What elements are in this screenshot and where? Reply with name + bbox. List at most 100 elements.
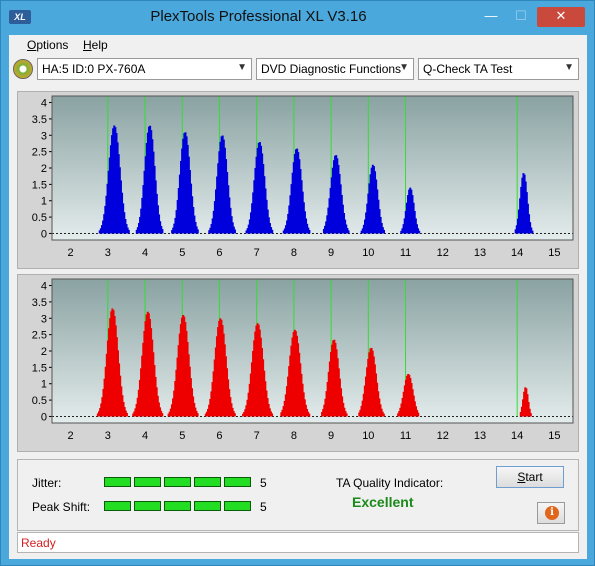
histogram-bar — [210, 223, 213, 234]
histogram-bar — [217, 163, 220, 234]
histogram-bar — [328, 361, 331, 417]
histogram-bar — [117, 154, 120, 234]
x-tick-label: 4 — [142, 430, 148, 442]
histogram-bar — [265, 199, 268, 234]
histogram-bar — [372, 356, 375, 417]
y-tick-label: 0 — [41, 228, 47, 240]
histogram-bar — [361, 400, 364, 417]
histogram-bar — [371, 350, 374, 417]
top-chart-plot-area — [52, 96, 573, 240]
x-tick-label: 8 — [291, 247, 297, 259]
histogram-bar — [156, 395, 159, 417]
histogram-bar — [525, 388, 528, 417]
histogram-bar — [183, 316, 186, 417]
histogram-bar — [118, 167, 121, 234]
histogram-bar — [120, 386, 123, 417]
start-button[interactable]: Start — [496, 466, 564, 488]
maximize-button[interactable]: ☐ — [515, 8, 527, 23]
x-tick-label: 11 — [400, 247, 411, 259]
histogram-bar — [181, 148, 184, 234]
close-button[interactable]: ✕ — [537, 7, 585, 27]
histogram-bar — [119, 180, 122, 234]
histogram-bar — [331, 344, 334, 417]
histogram-bar — [172, 398, 175, 417]
histogram-bar — [225, 159, 228, 234]
x-tick-label: 14 — [511, 430, 523, 442]
histogram-bar — [295, 335, 298, 417]
histogram-bar — [106, 340, 109, 417]
histogram-bar — [401, 228, 404, 234]
info-button[interactable]: i — [537, 502, 565, 524]
histogram-bar — [208, 230, 211, 234]
histogram-bar — [270, 227, 273, 234]
x-tick-label: 3 — [105, 247, 111, 259]
histogram-bar — [369, 174, 372, 234]
x-tick-label: 2 — [68, 247, 74, 259]
histogram-bar — [400, 230, 403, 234]
histogram-bar — [290, 184, 293, 234]
histogram-bar — [182, 138, 185, 234]
histogram-bar — [112, 310, 115, 417]
histogram-bar — [226, 368, 229, 417]
histogram-bar — [218, 320, 221, 417]
histogram-bar — [301, 191, 304, 234]
histogram-bar — [526, 203, 529, 234]
histogram-bar — [192, 207, 195, 234]
histogram-bar — [303, 211, 306, 234]
x-tick-label: 9 — [328, 247, 334, 259]
histogram-bar — [124, 410, 127, 417]
function-select[interactable]: DVD Diagnostic Functions ▼ — [256, 58, 414, 80]
minimize-button[interactable]: — — [484, 8, 498, 23]
histogram-bar — [212, 371, 215, 417]
histogram-bar — [227, 379, 230, 417]
histogram-bar — [121, 395, 124, 417]
drive-select[interactable]: HA:5 ID:0 PX-760A ▼ — [37, 58, 252, 80]
histogram-bar — [211, 218, 214, 234]
histogram-bar — [223, 147, 226, 234]
histogram-bar — [367, 358, 370, 417]
histogram-bar — [258, 142, 261, 234]
y-tick-label: 3.5 — [32, 114, 47, 126]
histogram-bar — [341, 396, 344, 417]
title-bar[interactable]: XL PlexTools Professional XL V3.16 — ☐ ✕ — [1, 1, 594, 31]
histogram-bar — [191, 388, 194, 417]
histogram-bar — [291, 172, 294, 234]
histogram-bar — [185, 136, 188, 234]
histogram-bar — [219, 141, 222, 234]
histogram-bar — [362, 224, 365, 234]
histogram-bar — [135, 229, 138, 234]
histogram-bar — [258, 329, 261, 417]
x-tick-label: 11 — [400, 430, 411, 442]
histogram-bar — [175, 369, 178, 417]
histogram-bar — [229, 207, 232, 234]
histogram-bar — [222, 139, 225, 234]
histogram-bar — [146, 132, 149, 234]
histogram-bar — [382, 229, 385, 234]
test-select[interactable]: Q-Check TA Test ▼ — [418, 58, 579, 80]
histogram-bar — [303, 399, 306, 417]
histogram-bar — [257, 324, 260, 417]
histogram-bar — [229, 397, 232, 417]
menu-options[interactable]: Options — [27, 38, 68, 52]
histogram-bar — [365, 212, 368, 234]
menu-help[interactable]: Help — [83, 38, 108, 52]
histogram-bar — [417, 228, 420, 234]
x-tick-label: 9 — [328, 430, 334, 442]
histogram-bar — [109, 318, 112, 417]
jitter-meter-segment — [104, 477, 131, 487]
histogram-bar — [332, 160, 335, 234]
histogram-bar — [514, 229, 517, 234]
histogram-bar — [413, 401, 416, 417]
histogram-bar — [379, 216, 382, 234]
histogram-bar — [186, 341, 189, 417]
histogram-bar — [325, 391, 328, 417]
histogram-bar — [327, 371, 330, 417]
y-tick-label: 2.5 — [32, 147, 47, 159]
histogram-bar — [522, 399, 525, 417]
histogram-bar — [414, 218, 417, 234]
histogram-bar — [255, 325, 258, 417]
x-tick-label: 7 — [254, 247, 260, 259]
menu-bar: Options Help — [9, 35, 587, 55]
histogram-bar — [141, 355, 144, 417]
histogram-bar — [526, 394, 529, 417]
